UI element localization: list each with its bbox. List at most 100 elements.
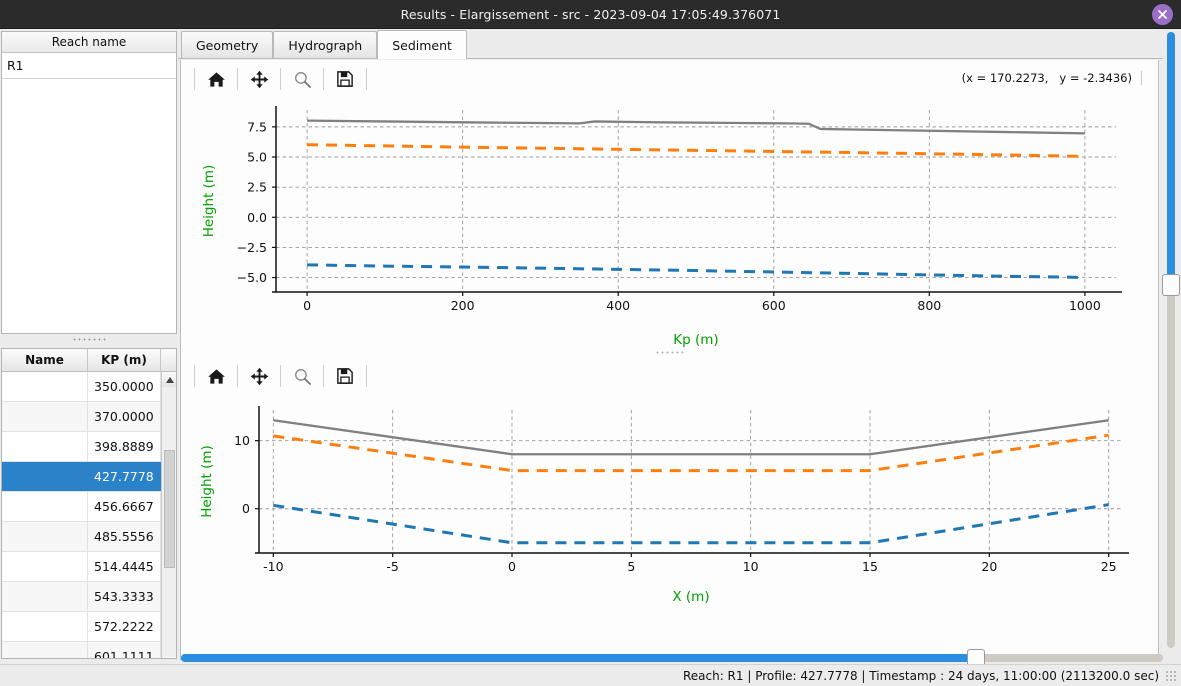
cell-kp: 427.7778 [88,462,161,491]
reach-row[interactable]: R1 [2,53,176,79]
svg-text:1000: 1000 [1069,298,1101,313]
home-button-2[interactable] [202,362,230,390]
cross-section-plot-toolbar [181,357,1158,395]
resize-grip-icon[interactable] [1165,670,1178,683]
coordinate-readout: (x = 170.2273, y = -2.3436) [962,71,1142,85]
cell-name [2,642,88,658]
sediment-tab-panel: (x = 170.2273, y = -2.3436) 0 200 400 600 80… [180,60,1159,660]
svg-text:5: 5 [627,559,635,574]
svg-text:10: 10 [743,559,759,574]
table-row[interactable]: 543.3333 [2,582,176,612]
toolbar-separator [366,68,367,90]
pan-button-2[interactable] [245,362,273,390]
longitudinal-profile-chart[interactable]: 0 200 400 600 800 1000 7.5 5.0 2.5 0.0 −2.5 −5.0 Kp … [181,98,1158,348]
cell-kp: 370.0000 [88,402,161,431]
table-row[interactable]: 485.5556 [2,522,176,552]
toolbar-separator [237,365,238,387]
cross-section-plot-panel: -10 -5 0 5 10 15 20 25 0 10 X (m) Height (m) [181,357,1158,605]
header-spacer [161,349,176,372]
toolbar-separator [194,365,195,387]
chevron-up-icon [165,376,174,383]
zoom-button-2[interactable] [288,362,316,390]
svg-text:−5.0: −5.0 [237,270,267,285]
zoom-icon [294,368,311,385]
column-header-kp[interactable]: KP (m) [88,349,161,372]
table-row[interactable]: 370.0000 [2,402,176,432]
left-panel: Reach name R1 Name KP (m) 350.0000 370.00… [0,29,178,663]
save-icon [337,71,353,87]
title-bar: Results - Elargissement - src - 2023-09-… [0,0,1181,29]
scroll-down-button[interactable] [162,657,176,658]
reach-name-header: Reach name [2,32,176,53]
home-icon [207,368,225,384]
toolbar-separator [366,365,367,387]
cell-name [2,402,88,431]
zoom-button[interactable] [288,65,316,93]
close-button[interactable] [1152,4,1173,25]
tab-hydrograph[interactable]: Hydrograph [273,31,378,59]
cell-name [2,432,88,461]
table-row[interactable]: 427.7778 [2,462,176,492]
table-row[interactable]: 572.2222 [2,612,176,642]
cell-kp: 485.5556 [88,522,161,551]
left-panel-splitter[interactable] [1,335,177,344]
table-row[interactable]: 601.1111 [2,642,176,658]
scrollbar-thumb[interactable] [164,450,175,568]
home-icon [207,71,225,87]
profile-table-header-row: Name KP (m) [2,349,176,372]
svg-text:2.5: 2.5 [247,180,267,195]
cross-section-chart[interactable]: -10 -5 0 5 10 15 20 25 0 10 X (m) Height (m) [181,395,1158,605]
horizontal-slider-fill [181,654,977,662]
cell-kp: 350.0000 [88,372,161,401]
main-area: Geometry Hydrograph Sediment [178,29,1163,663]
svg-text:Height (m): Height (m) [199,445,215,518]
cell-name [2,582,88,611]
status-bar: Reach: R1 | Profile: 427.7778 | Timestam… [0,664,1181,686]
tab-geometry[interactable]: Geometry [181,31,274,59]
home-button[interactable] [202,65,230,93]
svg-text:10: 10 [234,433,250,448]
pan-button[interactable] [245,65,273,93]
svg-text:-5: -5 [386,559,398,574]
svg-text:15: 15 [862,559,878,574]
vertical-slider[interactable] [1162,32,1180,648]
profile-rows-container: 350.0000 370.0000 398.8889 427.7778 456.6667… [2,372,176,658]
toolbar-separator [237,68,238,90]
save-button[interactable] [331,65,359,93]
svg-text:0: 0 [303,298,311,313]
cell-name [2,522,88,551]
svg-text:Kp (m): Kp (m) [673,332,718,348]
profile-table: Name KP (m) 350.0000 370.0000 398.8889 427.… [1,348,177,659]
svg-text:0.0: 0.0 [247,210,267,225]
svg-text:0: 0 [242,501,250,516]
vertical-slider-handle[interactable] [1162,273,1180,296]
scroll-up-button[interactable] [162,372,176,387]
horizontal-slider-track[interactable] [181,654,1163,662]
cell-name [2,372,88,401]
splitter-grip-icon [72,338,106,341]
table-row[interactable]: 350.0000 [2,372,176,402]
toolbar-separator [280,68,281,90]
cell-name [2,492,88,521]
tab-sediment[interactable]: Sediment [377,30,467,59]
plots-splitter[interactable] [181,348,1158,357]
column-header-name[interactable]: Name [2,349,88,372]
cell-kp: 601.1111 [88,642,161,658]
table-row[interactable]: 398.8889 [2,432,176,462]
table-row[interactable]: 456.6667 [2,492,176,522]
save-button-2[interactable] [331,362,359,390]
cell-name [2,462,88,491]
svg-text:5.0: 5.0 [247,150,267,165]
svg-text:−2.5: −2.5 [237,240,267,255]
cell-kp: 456.6667 [88,492,161,521]
cell-kp: 543.3333 [88,582,161,611]
cell-name [2,612,88,641]
move-icon [250,367,268,385]
zoom-icon [294,71,311,88]
toolbar-separator [323,68,324,90]
cell-name [2,552,88,581]
svg-text:200: 200 [451,298,475,313]
profile-table-scrollbar[interactable] [161,372,176,658]
table-row[interactable]: 514.4445 [2,552,176,582]
svg-text:-10: -10 [263,559,283,574]
